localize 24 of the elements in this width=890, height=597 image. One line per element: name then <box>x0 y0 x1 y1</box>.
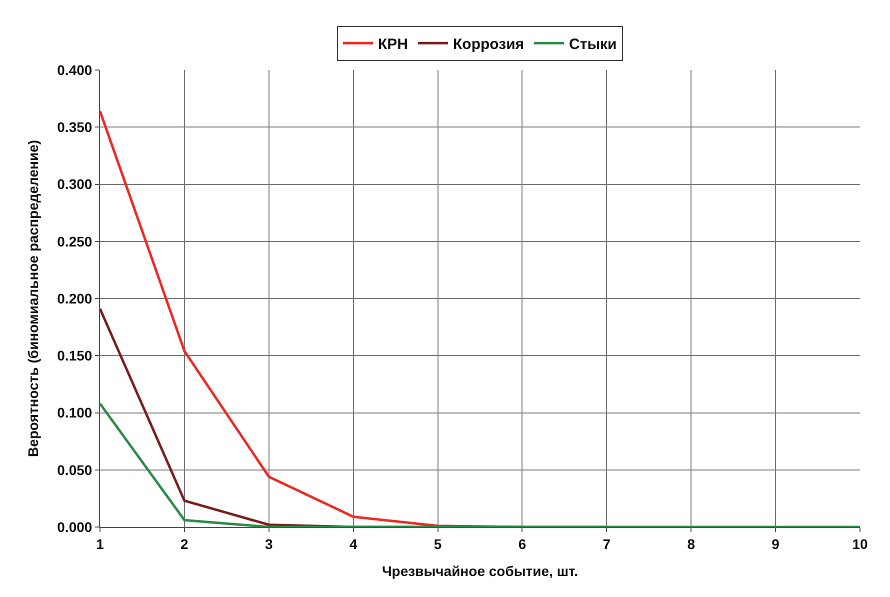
x-tick-label: 10 <box>852 536 868 552</box>
y-tick-label: 0.000 <box>57 518 92 535</box>
legend-label: Коррозия <box>453 36 524 53</box>
x-tick-label: 6 <box>518 536 526 552</box>
x-axis-title: Чрезвычайное событие, шт. <box>382 563 578 580</box>
y-tick-label: 0.050 <box>57 462 92 478</box>
x-tick-label: 3 <box>264 536 273 552</box>
x-tick-label: 9 <box>772 536 780 552</box>
x-tick-label: 7 <box>602 536 611 552</box>
legend-label: Стыки <box>569 36 617 53</box>
x-tick-label: 4 <box>349 536 358 552</box>
x-tick-label: 1 <box>96 536 104 552</box>
y-tick-label: 0.150 <box>57 348 92 364</box>
y-tick-label: 0.300 <box>57 176 92 192</box>
y-tick-label: 0.400 <box>57 62 92 78</box>
y-axis-title: Вероятность (биномиальное распределение) <box>24 140 41 458</box>
y-tick-label: 0.100 <box>57 404 92 421</box>
y-tick-label: 0.350 <box>57 119 92 136</box>
y-tick-label: 0.200 <box>57 290 92 306</box>
x-tick-label: 8 <box>687 536 696 552</box>
y-tick-label: 0.250 <box>57 233 92 250</box>
x-tick-label: 2 <box>180 536 189 552</box>
legend-label: КРН <box>378 36 408 53</box>
x-tick-label: 5 <box>434 536 442 552</box>
